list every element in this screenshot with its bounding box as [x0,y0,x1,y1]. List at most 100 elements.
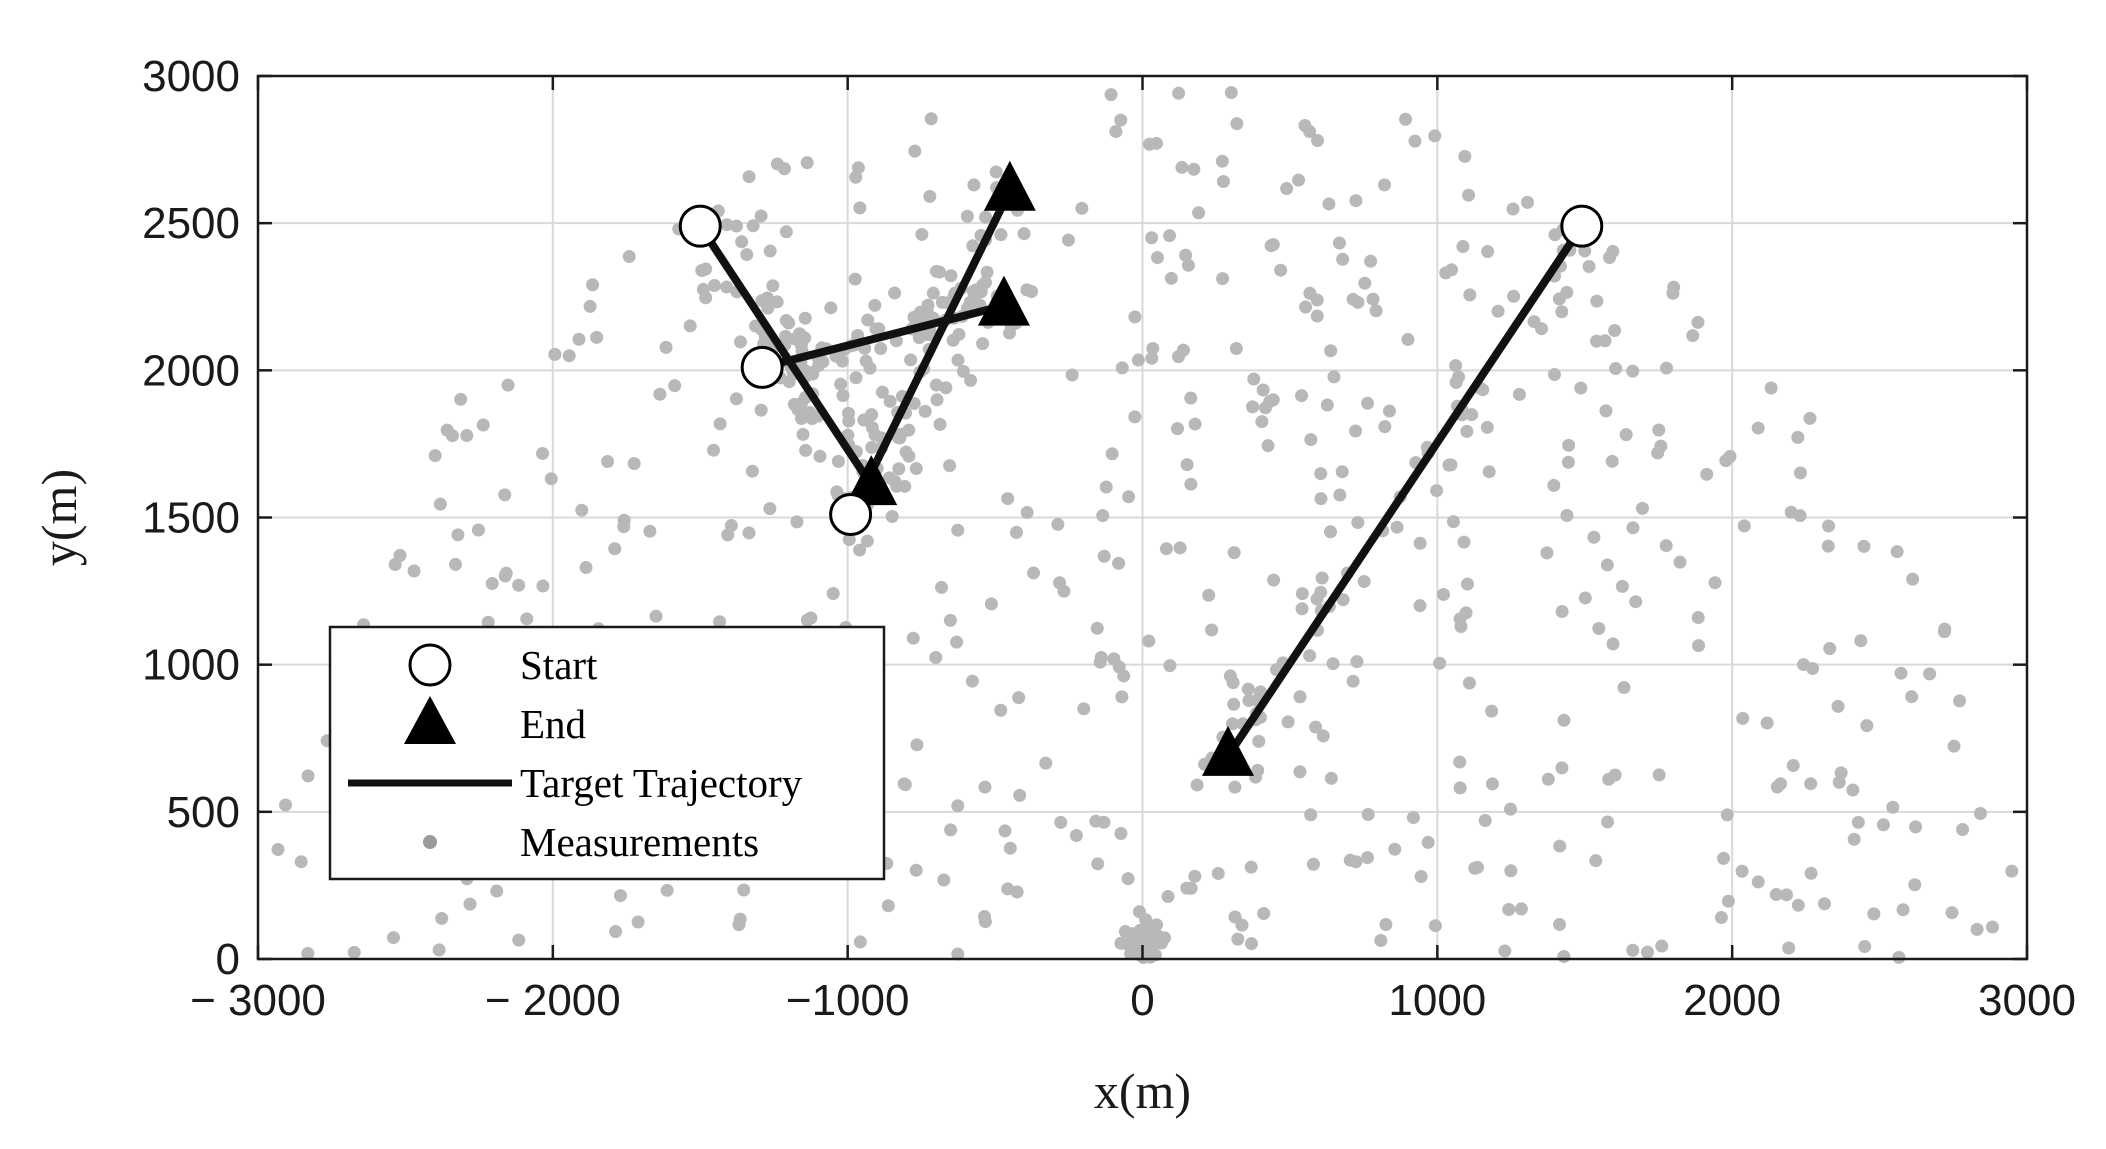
measurement-point [943,459,957,473]
x-tick-label: − 2000 [485,976,621,1025]
measurement-point [301,947,315,961]
measurement-point [1161,890,1175,904]
measurement-point [1229,342,1243,356]
start-marker [1560,204,1604,248]
measurement-point [1541,772,1555,786]
measurement-point [761,301,775,315]
measurement-point [763,244,777,258]
measurement-point [1506,202,1520,216]
measurement-point [445,429,459,443]
measurement-point [463,897,477,911]
measurement-point [1599,404,1613,418]
measurement-point [1039,756,1053,770]
measurement-point [1453,781,1467,795]
measurement-point [1172,86,1186,100]
start-marker [678,204,722,248]
end-marker [1202,725,1255,776]
measurement-point [875,385,889,399]
measurement-point [279,798,293,812]
measurement-point [1655,939,1669,953]
measurement-point [749,319,763,333]
measurement-point [1817,897,1831,911]
measurement-point [1831,699,1845,713]
measurement-point [1973,807,1987,821]
measurement-point [608,542,622,556]
measurement-point [908,144,922,158]
measurement-point [1452,370,1466,384]
legend-label-start: Start [520,642,598,688]
measurement-point [512,578,526,592]
y-tick-label: 1500 [142,494,240,543]
measurement-point [1589,854,1603,868]
measurement-point [1560,509,1574,523]
measurement-point [583,299,597,313]
measurement-point [935,580,949,594]
measurement-point [1351,516,1365,530]
measurement-point [1205,623,1219,637]
measurement-point [1892,950,1906,964]
measurement-point [617,513,631,527]
measurement-point [721,528,735,542]
measurement-point [1188,869,1202,883]
measurement-point [967,178,981,192]
measurement-point [1413,536,1427,550]
measurement-point [1017,227,1031,241]
measurement-point [1142,137,1156,151]
y-tick-label: 3000 [142,52,240,101]
measurement-point [1343,853,1357,867]
measurement-point [498,488,512,502]
measurement-point [1261,439,1275,453]
measurement-point [1507,289,1521,303]
measurement-point [1700,467,1714,481]
measurement-point [1770,780,1784,794]
measurement-point [1128,932,1142,946]
measurement-point [1590,294,1604,308]
measurement-point [824,301,838,315]
y-tick-label: 1000 [142,641,240,690]
measurement-point [1592,622,1606,636]
measurement-point [1090,621,1104,635]
measurement-point [1608,324,1622,338]
measurement-point [924,112,938,126]
measurement-point [1077,702,1091,716]
measurement-point [1057,584,1071,598]
measurement-point [1215,154,1229,168]
measurement-point [944,269,958,283]
measurement-point [994,228,1008,242]
measurement-point [984,597,998,611]
measurement-point [735,235,749,249]
measurement-point [1309,720,1323,734]
measurement-point [1173,541,1187,555]
measurement-point [965,674,979,688]
measurement-point [1428,129,1442,143]
measurement-point [407,564,421,578]
measurement-point [1267,573,1281,587]
measurement-point [1336,593,1350,607]
measurement-point [1557,713,1571,727]
measurement-point [1561,455,1575,469]
measurement-point [969,283,983,297]
measurement-point [923,189,937,203]
measurement-point [1478,813,1492,827]
measurement-point [1179,248,1193,262]
measurement-point [1846,783,1860,797]
measurement-point [579,560,593,574]
measurement-point [454,392,468,406]
measurement-point [1956,822,1970,836]
measurement-point [1231,932,1245,946]
measurement-point [848,272,862,286]
measurement-point [1779,888,1793,902]
measurement-point [1306,857,1320,871]
measurement-point [572,332,586,346]
measurement-point [754,403,768,417]
measurement-point [937,873,951,887]
measurement-point [1274,263,1288,277]
measurement-point [1281,715,1295,729]
measurement-point [976,337,990,351]
measurement-point [1574,381,1588,395]
measurement-point [476,418,490,432]
measurement-point [788,332,802,346]
measurement-point [1894,666,1908,680]
measurement-point [779,225,793,239]
